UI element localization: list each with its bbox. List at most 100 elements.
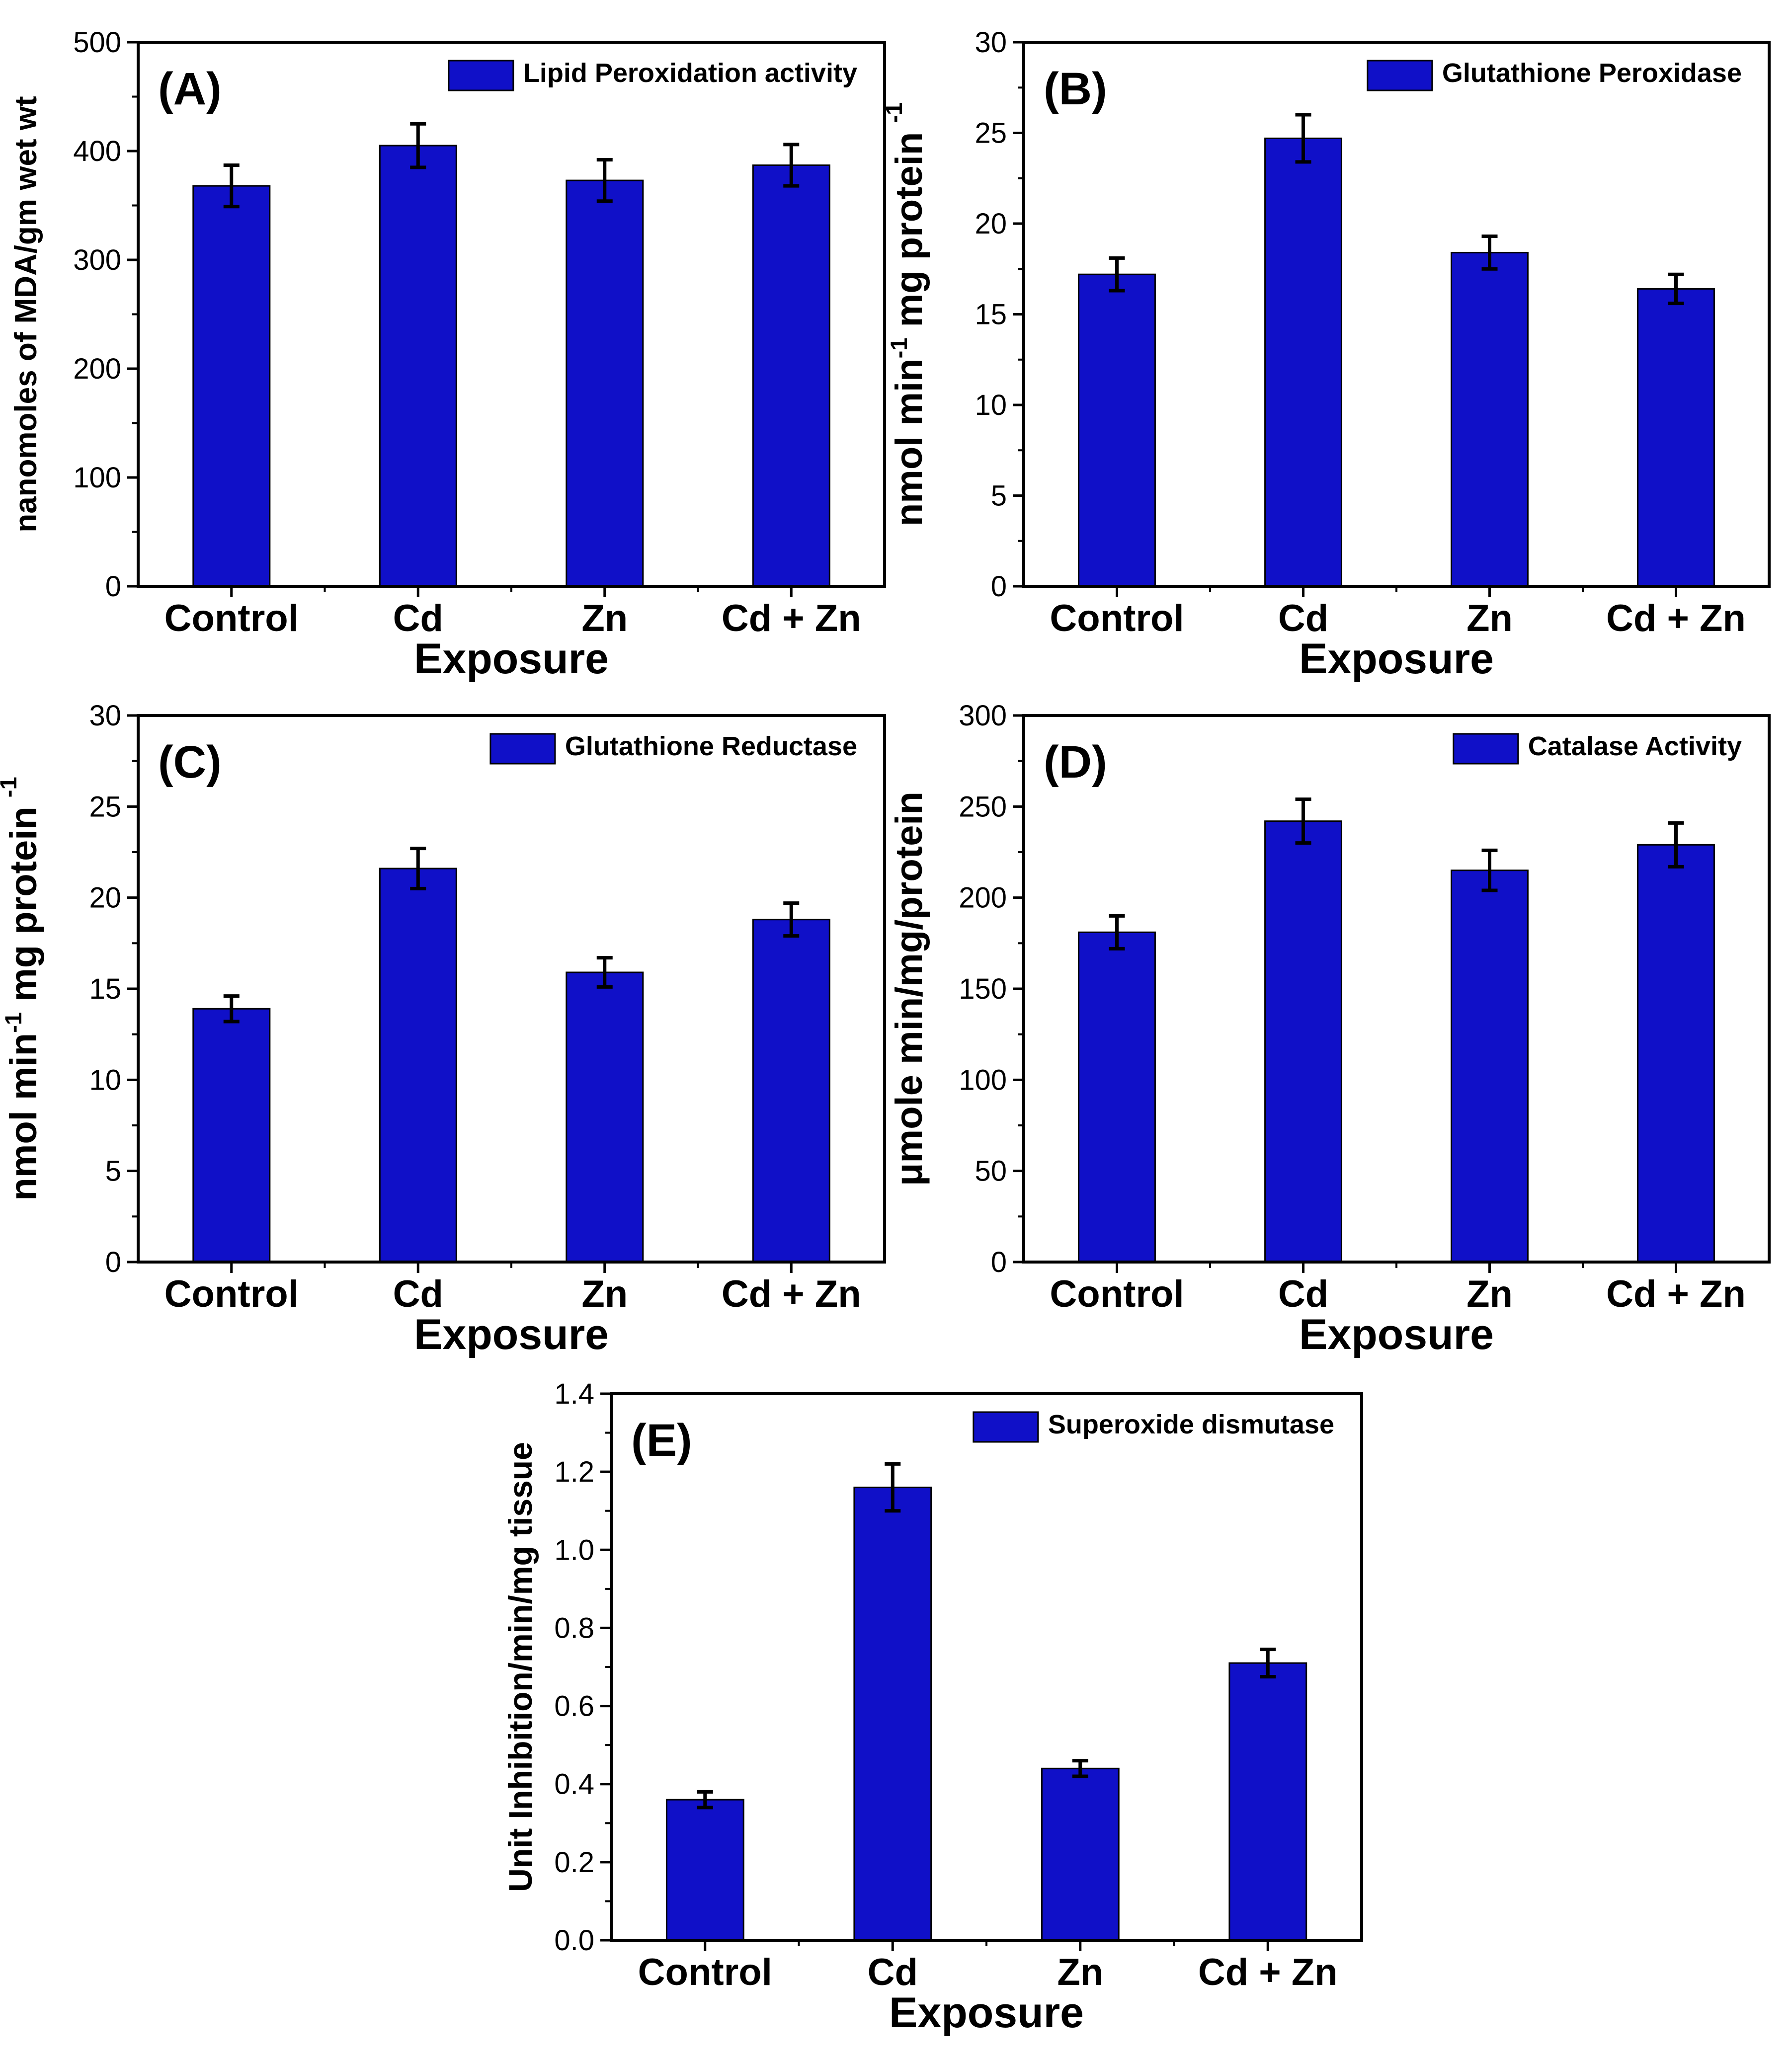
legend-label: Lipid Peroxidation activity	[523, 58, 857, 88]
legend: Superoxide dismutase	[973, 1410, 1334, 1443]
bar-zn	[1451, 251, 1529, 587]
x-axis-title: Exposure	[1299, 1311, 1494, 1358]
legend-label: Superoxide dismutase	[1048, 1410, 1334, 1439]
y-tick-label: 5	[105, 1155, 121, 1188]
legend-swatch	[489, 733, 556, 765]
y-axis-title: μmole min/mg/protein	[888, 792, 930, 1186]
chart-panel-b: 0 5 10 15 20 25 30 Control Cd Zn Cd + Zn Exposure nm…	[881, 26, 1771, 683]
bar-cd	[1264, 137, 1342, 587]
chart-panel-e: 0.0 0.2 0.4 0.6 0.8 1.0 1.2 1.4 Control Cd Zn Cd + …	[502, 1378, 1363, 2037]
x-category-label: Cd	[393, 597, 443, 639]
legend-label: Catalase Activity	[1528, 731, 1742, 761]
bar-control	[192, 1008, 271, 1263]
bar-cd-zn	[1637, 844, 1715, 1263]
panel-label: (D)	[1044, 737, 1107, 788]
legend: Catalase Activity	[1453, 731, 1742, 765]
x-axis-title: Exposure	[889, 1989, 1084, 2037]
y-tick-label: 300	[73, 244, 121, 276]
legend: Glutathione Peroxidase	[1367, 58, 1742, 91]
y-tick-label: 250	[959, 791, 1007, 823]
y-axis-title-main: nmol min	[2, 1033, 45, 1201]
x-category-label: Control	[638, 1951, 772, 1993]
x-category-label: Zn	[1466, 597, 1513, 639]
bar-cd-zn	[752, 919, 830, 1263]
y-axis-title-main: nmol min	[888, 358, 930, 526]
x-axis-title: Exposure	[1299, 635, 1494, 683]
y-tick-label: 0	[991, 570, 1007, 603]
bar-control	[1078, 273, 1156, 587]
y-tick-label: 25	[975, 117, 1007, 150]
panel-label: (E)	[631, 1415, 692, 1466]
y-tick-label: 0	[105, 570, 121, 603]
y-tick-label: 0.2	[554, 1846, 594, 1879]
bar-cd-zn	[1637, 288, 1715, 587]
y-tick-label: 15	[89, 973, 121, 1005]
y-axis-title-superscript: -1	[0, 1012, 26, 1033]
y-tick-label: 1.4	[554, 1378, 594, 1410]
panel-label: (C)	[158, 737, 222, 788]
y-axis-title-superscript: -1	[886, 338, 912, 359]
bar-control	[1078, 931, 1156, 1263]
y-axis-title-tail: mg protein	[2, 806, 45, 1012]
y-tick-label: 20	[89, 882, 121, 914]
x-axis-title: Exposure	[414, 1311, 609, 1358]
legend-swatch	[1367, 60, 1433, 91]
y-tick-label: 0.8	[554, 1612, 594, 1644]
x-category-label: Cd	[1278, 597, 1328, 639]
y-tick-label: 200	[73, 353, 121, 385]
y-tick-label: 1.0	[554, 1534, 594, 1566]
y-tick-label: 0.0	[554, 1924, 594, 1957]
legend-label: Glutathione Peroxidase	[1442, 58, 1742, 88]
x-category-label: Zn	[1466, 1273, 1513, 1315]
x-category-label: Cd + Zn	[1606, 1273, 1746, 1315]
y-tick-label: 25	[89, 791, 121, 823]
y-tick-label: 5	[991, 480, 1007, 512]
chart-panel-a: 0 100 200 300 400 500 Control Cd Zn Cd + Zn Exposu…	[9, 26, 886, 683]
y-tick-label: 0.6	[554, 1690, 594, 1723]
y-axis-title: nanomoles of MDA/gm wet wt	[9, 96, 43, 532]
bar-cd	[379, 868, 457, 1263]
y-tick-label: 500	[73, 26, 121, 59]
bar-cd-zn	[752, 164, 830, 587]
x-category-label: Zn	[581, 597, 628, 639]
y-tick-label: 30	[975, 26, 1007, 59]
x-category-label: Cd	[393, 1273, 443, 1315]
y-tick-label: 100	[73, 462, 121, 494]
panel-label: (B)	[1044, 64, 1107, 114]
panel-label: (A)	[158, 64, 222, 114]
bar-cd	[853, 1487, 932, 1941]
legend-label: Glutathione Reductase	[565, 731, 857, 761]
bar-zn	[1041, 1767, 1120, 1941]
x-category-label: Cd + Zn	[1606, 597, 1746, 639]
x-axis-title: Exposure	[414, 635, 609, 683]
x-category-label: Zn	[581, 1273, 628, 1315]
y-tick-label: 200	[959, 882, 1007, 914]
legend: Glutathione Reductase	[489, 731, 857, 765]
y-tick-label: 30	[89, 700, 121, 732]
x-category-label: Cd + Zn	[722, 1273, 861, 1315]
y-tick-label: 10	[89, 1064, 121, 1096]
chart-panel-c: 0 5 10 15 20 25 30 Control Cd Zn Cd + Zn Exposure nm…	[0, 700, 886, 1358]
bar-cd	[1264, 820, 1342, 1263]
x-category-label: Control	[164, 1273, 299, 1315]
y-tick-label: 20	[975, 208, 1007, 240]
y-tick-label: 0.4	[554, 1768, 594, 1801]
x-category-label: Control	[1050, 597, 1184, 639]
y-tick-label: 150	[959, 973, 1007, 1005]
x-category-label: Cd	[868, 1951, 918, 1993]
y-tick-label: 0	[991, 1246, 1007, 1278]
legend-swatch	[1453, 733, 1519, 765]
y-axis-title-tail: mg protein	[888, 132, 930, 338]
y-tick-label: 300	[959, 700, 1007, 732]
bar-zn	[566, 179, 644, 587]
bar-zn	[1451, 870, 1529, 1263]
bar-control	[192, 185, 271, 587]
bar-zn	[566, 971, 644, 1263]
y-axis-title: Unit Inhibition/min/mg tissue	[502, 1442, 539, 1892]
x-category-label: Control	[1050, 1273, 1184, 1315]
y-axis-title-main: μmole min/mg/protein	[888, 792, 930, 1186]
y-axis-title: nmol min-1 mg protein-1	[0, 777, 45, 1200]
x-category-label: Cd	[1278, 1273, 1328, 1315]
y-axis-title-main: nanomoles of MDA/gm wet wt	[9, 96, 43, 532]
